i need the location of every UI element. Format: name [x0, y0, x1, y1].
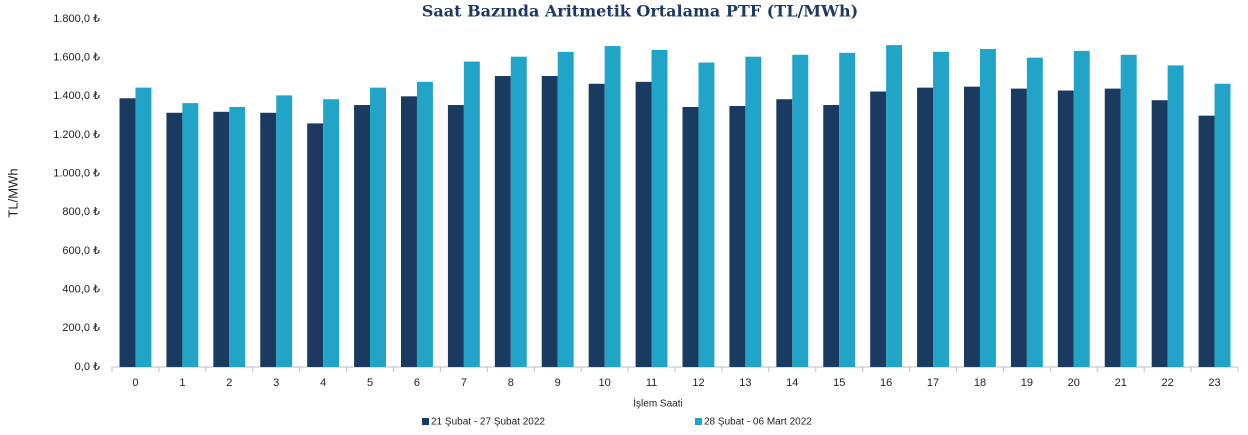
bar — [1057, 90, 1074, 368]
x-tick-label: 14 — [786, 377, 798, 389]
y-tick-label: 800,0 ₺ — [62, 206, 100, 218]
x-tick-label: 4 — [320, 377, 326, 389]
x-tick-label: 13 — [739, 377, 751, 389]
bar — [823, 105, 840, 368]
bar — [1167, 65, 1184, 368]
bar — [682, 106, 699, 367]
bar — [510, 56, 527, 367]
bar — [354, 105, 371, 368]
bar — [979, 48, 996, 367]
bar — [1151, 100, 1168, 367]
y-tick-label: 200,0 ₺ — [62, 322, 100, 334]
x-tick-label: 15 — [833, 377, 845, 389]
bar — [839, 52, 856, 367]
x-tick-label: 17 — [927, 377, 939, 389]
bar — [541, 76, 558, 368]
bar — [1073, 50, 1090, 368]
bar — [213, 111, 230, 367]
x-tick-label: 23 — [1208, 377, 1220, 389]
bar — [166, 112, 183, 368]
bar — [135, 87, 152, 367]
y-tick-label: 1.200,0 ₺ — [53, 129, 100, 141]
bar — [229, 106, 246, 367]
bar — [557, 51, 574, 367]
bar — [933, 51, 949, 367]
bar — [964, 86, 980, 368]
x-tick-label: 20 — [1068, 377, 1080, 389]
bar — [1104, 88, 1121, 367]
x-tick-label: 8 — [508, 377, 514, 389]
x-tick-label: 0 — [132, 377, 138, 389]
x-tick-label: 7 — [461, 377, 467, 389]
bar — [886, 45, 903, 367]
legend-label: 21 Şubat - 27 Şubat 2022 — [431, 417, 545, 428]
x-tick-label: 6 — [414, 377, 420, 389]
bar — [276, 95, 293, 367]
y-tick-label: 400,0 ₺ — [62, 284, 100, 296]
bar — [307, 123, 324, 368]
y-tick-label: 1.600,0 ₺ — [53, 52, 100, 64]
bar — [447, 105, 464, 368]
bar — [745, 56, 762, 367]
x-tick-label: 12 — [692, 377, 704, 389]
bar — [119, 98, 136, 368]
bar — [1010, 88, 1027, 367]
x-tick-label: 2 — [226, 377, 232, 389]
x-tick-label: 9 — [555, 377, 561, 389]
y-axis-title: TL/MWh — [5, 168, 20, 217]
y-tick-label: 0,0 ₺ — [75, 361, 100, 373]
bar — [776, 99, 793, 367]
legend-swatch — [422, 418, 429, 425]
bar — [698, 62, 715, 367]
bar — [1214, 83, 1231, 368]
bar — [635, 81, 652, 367]
x-tick-label: 21 — [1115, 377, 1127, 389]
x-tick-label: 22 — [1162, 377, 1174, 389]
y-tick-label: 1.800,0 ₺ — [53, 13, 100, 25]
bar — [870, 91, 887, 367]
bar — [917, 87, 934, 367]
x-tick-label: 16 — [880, 377, 892, 389]
bar — [416, 81, 433, 367]
bar — [1026, 57, 1043, 368]
legend-swatch — [695, 418, 702, 425]
bar — [370, 87, 386, 367]
bar — [651, 49, 668, 367]
x-axis-title: İşlem Saati — [633, 397, 682, 410]
x-tick-label: 1 — [179, 377, 185, 389]
legend-label: 28 Şubat - 06 Mart 2022 — [704, 417, 812, 428]
x-tick-label: 18 — [974, 377, 986, 389]
bar — [463, 61, 480, 368]
x-tick-label: 11 — [646, 377, 657, 389]
bar — [588, 83, 605, 368]
bar — [182, 103, 199, 367]
x-tick-label: 19 — [1021, 377, 1033, 389]
x-tick-label: 10 — [599, 377, 611, 389]
y-tick-label: 1.000,0 ₺ — [53, 168, 100, 180]
bar — [1120, 54, 1137, 368]
chart-title: Saat Bazında Aritmetik Ortalama PTF (TL/… — [422, 2, 858, 21]
x-tick-label: 5 — [367, 377, 373, 389]
bar — [494, 76, 511, 368]
bar — [729, 106, 746, 367]
y-tick-label: 1.400,0 ₺ — [53, 90, 100, 102]
bar — [792, 54, 809, 368]
bar — [260, 112, 277, 368]
bar — [1198, 115, 1215, 368]
bar — [401, 96, 417, 367]
bar — [323, 99, 340, 367]
x-tick-label: 3 — [273, 377, 279, 389]
bar — [604, 46, 621, 368]
y-tick-label: 600,0 ₺ — [62, 245, 100, 257]
